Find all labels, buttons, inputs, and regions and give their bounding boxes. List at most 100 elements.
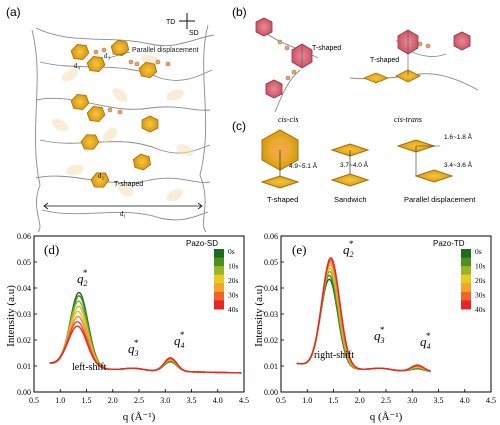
- caption-sandwich: Sandwich: [334, 195, 367, 204]
- chart-e-xlabel: q (Å⁻¹): [370, 411, 403, 423]
- dist-sandwich-label: 3.7~4.0 Å: [340, 160, 369, 169]
- e-legend-swatch: [461, 283, 471, 293]
- d-xtick-label: 2.5: [134, 396, 144, 405]
- panel-c: (c) 4.9~5.1 Å T-shaped 3.7~4.0 Å Sandwic…: [232, 119, 476, 204]
- chart-d-legend-title: Pazo-SD: [186, 239, 218, 248]
- e-xtick-label: 1.5: [329, 396, 339, 405]
- d-shift-annot: left-shift: [72, 362, 107, 373]
- chart-e-legend: 0s 10s 20s 30s 40s: [461, 247, 486, 314]
- d1-label: d₁: [120, 210, 126, 218]
- d-ytick-label: 0.01: [17, 362, 31, 371]
- e-xtick-label: 3.0: [407, 396, 417, 405]
- e-ytick-label: 0.05: [264, 258, 278, 267]
- d-legend-swatch: [214, 300, 224, 310]
- e-legend-swatch: [461, 300, 471, 310]
- d-legend-swatch: [214, 291, 224, 301]
- d-legend-label: 10s: [228, 262, 239, 271]
- dist-par-side-label: 3.4~3.6 Å: [444, 160, 473, 169]
- dist-t-label: 4.9~5.1 Å: [289, 161, 318, 170]
- ester-dots-b: [277, 39, 431, 81]
- d-ytick-label: 0.04: [17, 284, 31, 293]
- chart-e-annotations: q2* q3* q4* right-shift: [314, 239, 431, 361]
- red-rings-cis-cis: [255, 17, 313, 99]
- d-ytick-label: 0.02: [17, 336, 31, 345]
- e-legend-label: 10s: [475, 262, 486, 271]
- d-xtick-label: 3.0: [160, 396, 170, 405]
- chart-d-xlabel: q (Å⁻¹): [123, 411, 156, 423]
- background-rings: [51, 54, 194, 202]
- panel-c-label: (c): [232, 119, 246, 133]
- d-legend-label: 30s: [228, 291, 239, 300]
- e-legend-label: 0s: [475, 247, 482, 256]
- e-q4-annot: q4*: [420, 331, 431, 351]
- direction-cross: [179, 13, 195, 29]
- d-legend-swatch: [214, 257, 224, 267]
- e-legend-label: 40s: [475, 305, 486, 314]
- chart-e-yaxis: 0.00 0.01 0.02 0.03 0.04 0.05 0.06: [264, 232, 284, 397]
- td-label: TD: [166, 19, 175, 26]
- panel-a-label: (a): [6, 5, 21, 19]
- panel-a: (a): [6, 5, 215, 233]
- e-ytick-label: 0.02: [264, 336, 278, 345]
- d3-label: d₃: [104, 52, 111, 60]
- d-legend-swatch: [214, 266, 224, 276]
- d-q3-annot: q3*: [128, 338, 139, 358]
- d-legend-swatch: [214, 274, 224, 284]
- sd-label: SD: [189, 30, 199, 37]
- chart-e-xaxis: 0.5 1.0 1.5 2.0 2.5 3.0 3.5 4.0 4.5: [276, 389, 496, 405]
- chart-d-series: [49, 291, 242, 374]
- d-xtick-label: 1.0: [55, 396, 65, 405]
- tshaped-label-b-right: T-shaped: [370, 57, 399, 64]
- d-xtick-label: 4.0: [213, 396, 223, 405]
- chart-d: (d) 0.00 0.01 0.02 0.03 0.04 0.05 0.06 0.5 1.0 1…: [5, 232, 249, 423]
- chart-e: (e) 0.00 0.01 0.02 0.03 0.04 0.05 0.06 0.5 1.0 1…: [253, 232, 496, 423]
- e-ytick-label: 0.01: [264, 362, 278, 371]
- sandwich-model: [330, 143, 370, 187]
- d-ytick-label: 0.05: [17, 258, 31, 267]
- d-ytick-label: 0.06: [17, 232, 31, 241]
- gold-rings-cis-trans: [362, 69, 421, 84]
- panel-b-label: (b): [232, 5, 247, 19]
- gold-rings-a: [70, 39, 159, 188]
- e-ytick-label: 0.03: [264, 310, 278, 319]
- e-xtick-label: 2.0: [355, 396, 365, 405]
- e-legend-swatch: [461, 291, 471, 301]
- e-legend-label: 20s: [475, 276, 486, 285]
- e-legend-swatch: [461, 266, 471, 276]
- tshaped-label-a: T-shaped: [114, 181, 143, 188]
- e-q3-annot: q3*: [374, 325, 385, 345]
- d-series-line: [49, 291, 242, 374]
- d-legend-label: 40s: [228, 305, 239, 314]
- chart-e-legend-title: Pazo-TD: [433, 239, 465, 248]
- chart-d-yaxis: 0.00 0.01 0.02 0.03 0.04 0.05 0.06: [17, 232, 37, 397]
- d-xtick-label: 0.5: [29, 396, 39, 405]
- d-ytick-label: 0.00: [17, 388, 31, 397]
- chart-e-series: [296, 257, 431, 373]
- cis-cis-label: cis-cis: [278, 115, 298, 124]
- e-xtick-label: 4.0: [460, 396, 470, 405]
- e-xtick-label: 1.0: [302, 396, 312, 405]
- e-legend-swatch: [461, 274, 471, 284]
- red-rings-cis-trans: [397, 29, 471, 55]
- d-ytick-label: 0.03: [17, 310, 31, 319]
- e-xtick-label: 2.5: [381, 396, 391, 405]
- d-xtick-label: 4.5: [239, 396, 249, 405]
- e-xtick-label: 0.5: [276, 396, 286, 405]
- chart-d-ylabel: Intensity (a.u): [5, 285, 17, 347]
- d-xtick-label: 2.0: [108, 396, 118, 405]
- e-xtick-label: 4.5: [486, 396, 496, 405]
- d-legend-label: 0s: [228, 247, 235, 256]
- chart-d-panel-label: (d): [44, 242, 59, 257]
- e-series-line: [296, 257, 431, 372]
- e-legend-swatch: [461, 257, 471, 267]
- d-legend-swatch: [214, 283, 224, 293]
- chart-d-annotations: q2* q3* q4* left-shift: [72, 268, 185, 373]
- chart-d-legend: 0s 10s 20s 30s 40s: [214, 247, 239, 314]
- parallel-model: [396, 139, 454, 183]
- chart-d-xaxis: 0.5 1.0 1.5 2.0 2.5 3.0 3.5 4.0 4.5: [29, 389, 249, 405]
- dist-par-top-label: 1.6~1.8 Å: [444, 132, 473, 141]
- caption-tshaped: T-shaped: [267, 195, 298, 204]
- polymer-chains: [31, 24, 215, 233]
- d1-arrow: [43, 202, 203, 210]
